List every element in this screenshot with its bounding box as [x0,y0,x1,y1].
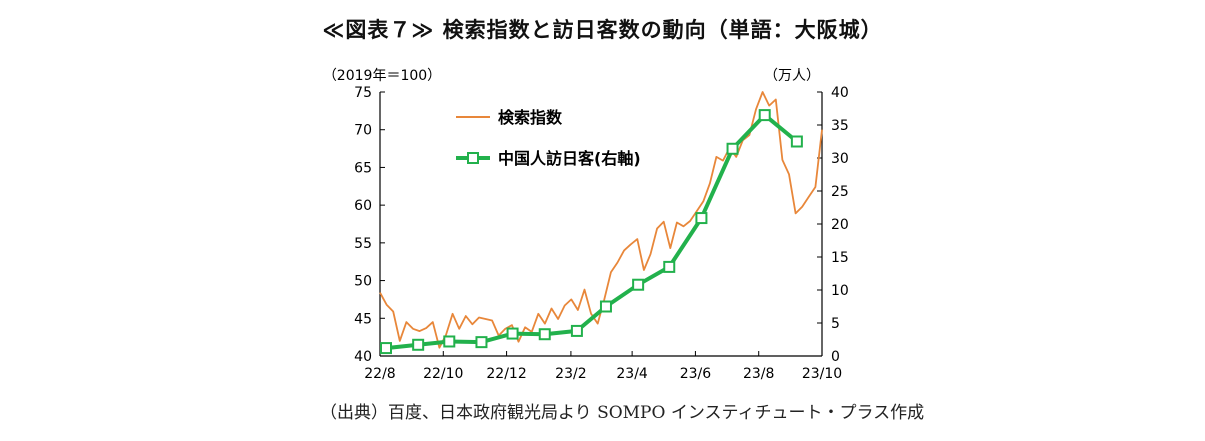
x-tick-label: 23/10 [802,366,842,382]
right-tick-label: 40 [831,85,849,101]
left-tick-label: 45 [354,311,372,327]
left-tick-label: 55 [354,236,372,252]
visitors-marker [380,342,392,355]
right-tick-label: 25 [831,184,849,200]
right-axis-unit: （万人） [764,68,820,84]
right-tick-label: 0 [831,349,840,365]
x-tick-label: 23/4 [616,366,648,382]
visitors-marker [790,135,803,148]
visitors-marker [538,328,551,341]
legend-search-label: 検索指数 [498,108,563,127]
visitors-marker [695,212,708,225]
right-tick-label: 20 [831,217,849,233]
visitors-marker [475,336,488,349]
visitors-marker [758,109,771,122]
left-tick-label: 40 [354,349,372,365]
visitors-marker [570,324,583,337]
legend-visitors-marker [467,152,479,164]
visitors-marker [663,260,676,273]
legend-visitors-label: 中国人訪日客(右軸) [498,149,641,168]
left-tick-label: 60 [354,198,372,214]
right-tick-label: 35 [831,118,849,134]
right-tick-label: 30 [831,151,849,167]
x-tick-label: 22/10 [423,366,463,382]
left-axis-unit: （2019年＝100） [323,68,441,84]
x-tick-label: 22/8 [364,366,395,382]
x-tick-label: 22/12 [486,366,526,382]
right-tick-label: 10 [831,283,849,299]
left-tick-label: 65 [354,160,372,176]
visitors-marker [506,327,519,340]
left-tick-label: 70 [354,123,372,139]
x-tick-label: 23/6 [680,366,712,382]
visitors-marker [599,300,612,313]
right-tick-label: 15 [831,250,849,266]
source-note: （出典）百度、日本政府観光局より SOMPO インスティチュート・プラス作成 [320,403,925,423]
chart-title: ≪図表７≫ 検索指数と訪日客数の動向（単語：大阪城） [322,18,883,42]
visitors-marker [443,335,456,348]
left-tick-label: 50 [354,274,372,290]
visitors-marker [412,338,425,351]
right-tick-label: 5 [831,316,840,332]
x-tick-label: 23/8 [743,366,774,382]
left-tick-label: 75 [354,85,372,101]
x-tick-label: 23/2 [555,366,586,382]
visitors-marker [726,142,739,155]
visitors-marker [632,278,645,291]
